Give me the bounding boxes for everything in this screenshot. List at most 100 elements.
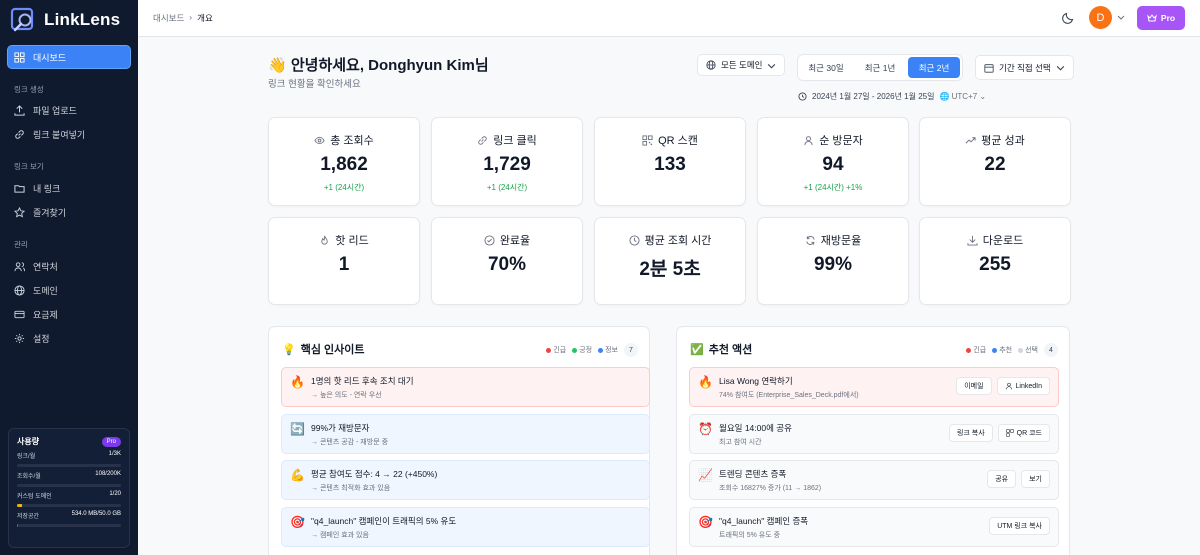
tab-period-1y[interactable]: 최근 1년 xyxy=(864,62,896,73)
stat-value: 1,729 xyxy=(483,154,531,175)
sidebar-item-paste-link[interactable]: 링크 붙여넣기 xyxy=(8,123,130,145)
sidebar-section-create: 링크 생성 xyxy=(14,85,44,94)
insight-item[interactable]: 🎯 "q4_launch" 캠페인이 트래픽의 5% 유도 → 캠페인 효과 있음 xyxy=(281,506,650,547)
action-buttons: 공유 보기 xyxy=(987,470,1050,488)
actions-title: ✅ 추천 액션 xyxy=(690,341,752,357)
insight-subtitle: → 높은 의도 - 연락 우선 xyxy=(311,392,382,399)
stat-value: 70% xyxy=(487,254,527,275)
sidebar-item-settings[interactable]: 설정 xyxy=(8,327,130,349)
sidebar-item-contacts[interactable]: 연락처 xyxy=(8,255,130,277)
insights-title-text: 핵심 인사이트 xyxy=(300,344,365,356)
insight-title: 평균 참여도 점수: 4 → 22 (+450%) xyxy=(311,469,438,479)
insight-subtitle: → 캠페인 효과 있음 xyxy=(311,531,369,539)
topbar: 대시보드 › 개요 D Pro xyxy=(138,0,1200,37)
clock-icon xyxy=(629,234,640,246)
sidebar-item-label: 설정 xyxy=(33,333,50,344)
sidebar-item-favorites[interactable]: 즐겨찾기 xyxy=(8,201,130,223)
stat-label-text: 순 방문자 xyxy=(819,135,863,147)
tab-period-30d[interactable]: 최근 30일 xyxy=(808,62,844,73)
page-subtitle: 링크 현황을 확인하세요 xyxy=(268,79,361,90)
folder-icon xyxy=(14,184,25,193)
usage-panel: 사용량 Pro 링크/월 1/3K 조회수/월 108/200K 커스텀 도메인 1/20… xyxy=(8,428,130,548)
legend-label: 정보 xyxy=(605,347,618,354)
avatar[interactable]: D xyxy=(1089,6,1112,29)
action-button[interactable]: UTM 링크 복사 xyxy=(989,516,1050,535)
stat-label-text: 총 조회수 xyxy=(330,135,374,147)
stat-value: 94 xyxy=(822,154,844,175)
stat-card: 링크 클릭 1,729 +1 (24시간) xyxy=(431,117,583,206)
legend-label: 추천 xyxy=(999,347,1013,354)
sidebar-item-my-links[interactable]: 내 링크 xyxy=(8,177,130,199)
chevron-down-icon xyxy=(1056,65,1064,71)
action-item: 🎯 "q4_launch" 캠페인 증폭 트래픽의 5% 유도 중 UTM 링크 복사 xyxy=(689,506,1059,547)
action-button[interactable]: 공유 xyxy=(987,470,1017,488)
domain-filter-label: 모든 도메인 xyxy=(721,60,763,70)
actions-title-text: 추천 액션 xyxy=(708,344,753,356)
chevron-down-icon[interactable] xyxy=(1117,13,1125,21)
flame-icon xyxy=(321,235,328,245)
stat-card: 재방문율 99% xyxy=(757,217,909,305)
sidebar-item-dashboard[interactable]: 대시보드 xyxy=(8,46,130,68)
date-range-display: 2024년 1월 27일 - 2026년 1월 25일 🌐 UTC+7 ⌄ xyxy=(798,91,986,102)
insight-item[interactable]: 🔄 99%가 재방문자 → 콘텐츠 공감 - 재방문 중 xyxy=(281,413,650,454)
usage-rows: 링크/월 1/3K 조회수/월 108/200K 커스텀 도메인 1/20 저장공간 534.… xyxy=(17,451,121,527)
stat-label: 완료율 xyxy=(432,232,582,248)
brand-name: LinkLens xyxy=(44,10,121,29)
clock-icon xyxy=(798,92,807,101)
usage-progress-bar xyxy=(17,524,121,527)
stat-value: 1,862 xyxy=(320,154,368,175)
usage-title: 사용량 xyxy=(17,437,40,446)
star-icon xyxy=(14,206,25,218)
legend-optional: 선택 xyxy=(1018,345,1038,355)
date-range-text: 2024년 1월 27일 - 2026년 1월 25일 xyxy=(812,92,935,101)
stat-value: 133 xyxy=(654,154,686,175)
legend-label: 긴급 xyxy=(553,347,567,354)
stat-label: 평균 성과 xyxy=(920,132,1070,148)
stat-card: 순 방문자 94 +1 (24시간) +1% xyxy=(757,117,909,206)
insights-title: 💡 핵심 인사이트 xyxy=(282,341,364,357)
stat-delta: +1 (24시간) xyxy=(323,183,365,192)
sidebar-item-label: 도메인 xyxy=(33,285,58,296)
refresh-icon xyxy=(806,235,815,245)
action-button-label: QR 코드 xyxy=(1016,429,1042,437)
brand-logo-link[interactable]: LinkLens xyxy=(10,7,120,33)
action-button[interactable]: LinkedIn xyxy=(996,377,1050,395)
moon-icon[interactable] xyxy=(1061,11,1075,25)
action-button[interactable]: 보기 xyxy=(1021,470,1050,488)
usage-row-value: 534.0 MB/50.0 GB xyxy=(71,511,121,517)
crown-icon xyxy=(1147,14,1157,22)
stat-card: 핫 리드 1 xyxy=(268,217,420,305)
pro-upgrade-button[interactable]: Pro xyxy=(1137,6,1185,30)
custom-range-button[interactable]: 기간 직접 선택 xyxy=(975,55,1074,80)
timezone-select[interactable]: 🌐 UTC+7 ⌄ xyxy=(939,92,987,101)
breadcrumb-root[interactable]: 대시보드 xyxy=(153,13,185,23)
stat-value: 2분 5초 xyxy=(639,259,701,280)
sidebar-item-domains[interactable]: 도메인 xyxy=(8,279,130,301)
sidebar-section-manage: 관리 xyxy=(14,240,28,249)
usage-row: 조회수/월 108/200K xyxy=(17,471,121,487)
insight-item[interactable]: 🔥 1명의 핫 리드 후속 조치 대기 → 높은 의도 - 연락 우선 xyxy=(281,367,650,407)
domain-filter-select[interactable]: 모든 도메인 xyxy=(697,54,786,76)
stat-label-text: 핫 리드 xyxy=(335,235,369,247)
usage-row: 저장공간 534.0 MB/50.0 GB xyxy=(17,511,121,527)
insight-item[interactable]: 💪 평균 참여도 점수: 4 → 22 (+450%) → 콘텐츠 최적화 효과 있… xyxy=(281,460,650,500)
trend-icon xyxy=(965,136,976,144)
stat-card: QR 스캔 133 xyxy=(594,117,746,206)
stat-card: 평균 성과 22 xyxy=(919,117,1071,206)
action-button[interactable]: 이메일 xyxy=(956,377,992,395)
action-button[interactable]: QR 코드 xyxy=(997,423,1050,442)
sidebar-section-view: 링크 보기 xyxy=(14,162,44,171)
usage-row: 커스텀 도메인 1/20 xyxy=(17,491,121,507)
actions-legend: 긴급 추천 선택 4 xyxy=(966,343,1058,357)
globe-icon xyxy=(706,60,716,70)
pro-button-label: Pro xyxy=(1160,13,1176,23)
sidebar-item-billing[interactable]: 요금제 xyxy=(8,303,130,325)
usage-row-label: 커스텀 도메인 xyxy=(17,494,52,500)
legend-positive: 긍정 xyxy=(572,345,592,355)
check-circle-icon xyxy=(484,234,495,246)
tab-period-2y[interactable]: 최근 2년 xyxy=(908,57,960,78)
action-button[interactable]: 링크 복사 xyxy=(948,423,993,442)
sidebar-item-upload[interactable]: 파일 업로드 xyxy=(8,99,130,121)
sidebar-item-label: 링크 붙여넣기 xyxy=(33,129,86,140)
stat-value: 22 xyxy=(984,154,1006,175)
